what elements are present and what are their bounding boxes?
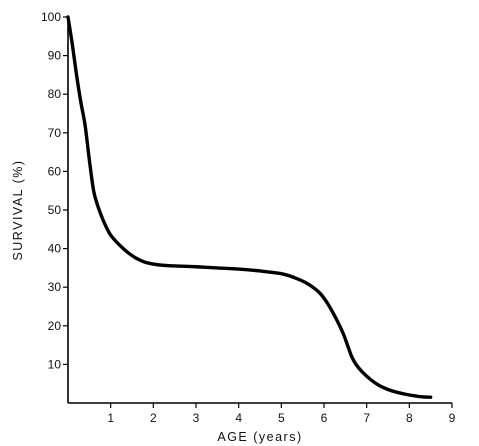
axes	[67, 17, 452, 404]
x-tick-label: 7	[363, 411, 370, 425]
ticks	[63, 16, 453, 408]
y-tick-label: 30	[48, 280, 62, 294]
x-tick-label: 4	[235, 411, 242, 425]
y-tick-label: 10	[48, 357, 62, 371]
y-tick-label: 20	[48, 319, 62, 333]
series	[66, 15, 433, 399]
x-tick-label: 5	[278, 411, 285, 425]
y-tick-label: 40	[48, 242, 62, 256]
x-tick-label: 9	[449, 411, 456, 425]
y-tick-label: 60	[48, 164, 62, 178]
x-tick-label: 1	[107, 411, 114, 425]
x-tick-label: 3	[193, 411, 200, 425]
y-tick-label: 90	[48, 49, 62, 63]
x-axis-label: AGE (years)	[217, 430, 302, 444]
tick-labels: 1 2 3 4 5 6 7 8 9 10 20 30 40 50 60 70 80 90 100	[41, 10, 456, 425]
y-tick-label: 50	[48, 203, 62, 217]
y-tick-label: 80	[48, 87, 62, 101]
y-axis-label: SURVIVAL (%)	[11, 159, 25, 260]
x-tick-label: 8	[406, 411, 413, 425]
y-tick-label: 70	[48, 126, 62, 140]
survival-line	[66, 15, 433, 399]
x-tick-label: 2	[150, 411, 157, 425]
x-tick-label: 6	[321, 411, 328, 425]
y-tick-label: 100	[41, 10, 61, 24]
